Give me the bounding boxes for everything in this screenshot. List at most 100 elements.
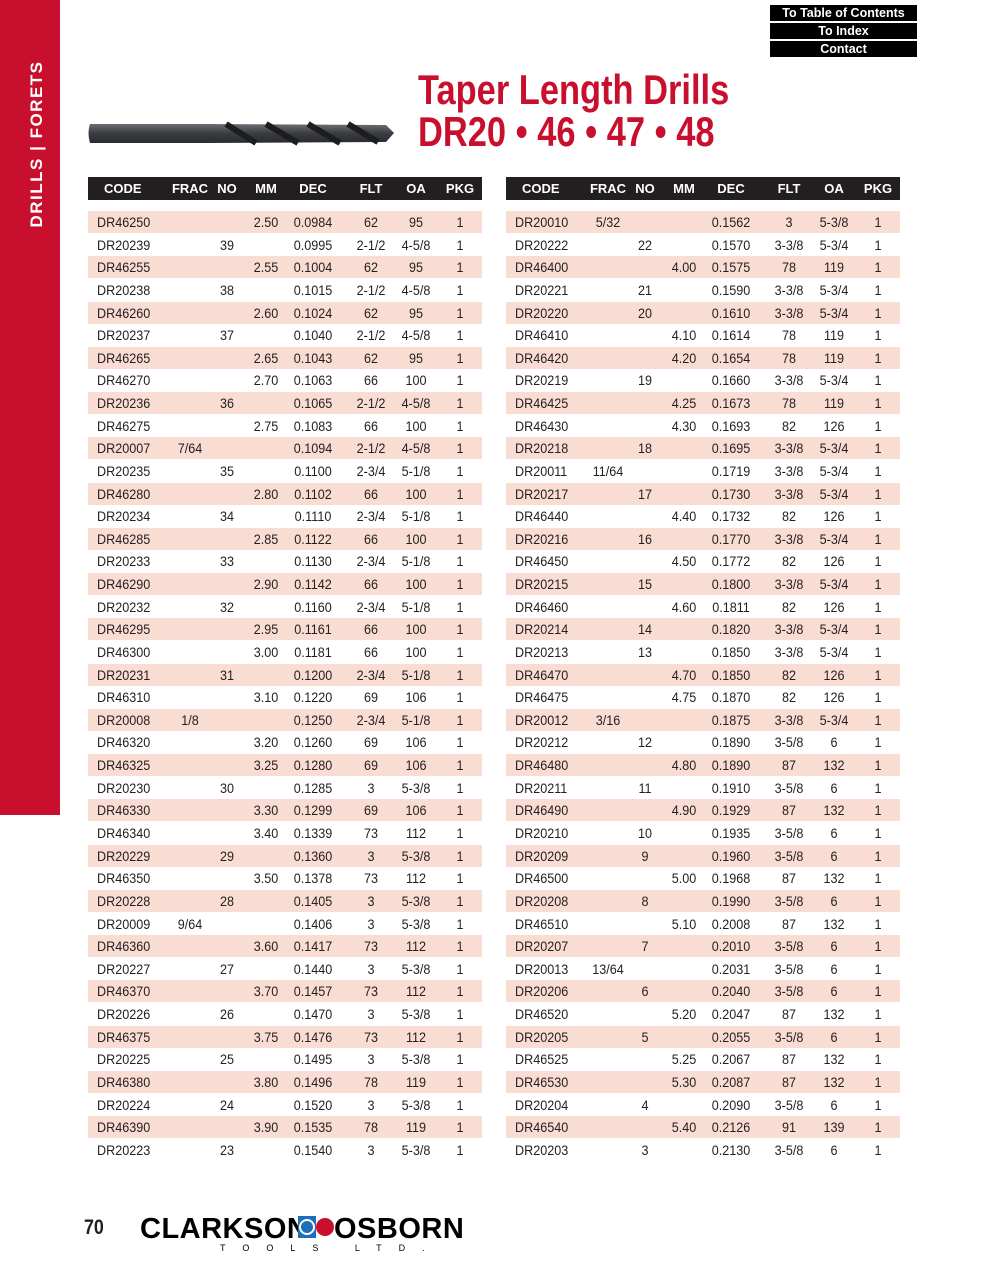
- cell-flt: 3-3/8: [774, 236, 804, 253]
- cell-dec: 0.2130: [711, 1141, 751, 1158]
- table-row: DR46330 3.30 0.1299 69 106 1: [88, 799, 482, 822]
- cell-flt: 78: [363, 1119, 379, 1136]
- cell-pkg: 1: [874, 666, 882, 683]
- table-row: DR20215 15 0.1800 3-3/8 5-3/4 1: [506, 573, 900, 596]
- table-row: DR46310 3.10 0.1220 69 106 1: [88, 686, 482, 708]
- table-row: DR46280 2.80 0.1102 66 100 1: [88, 482, 482, 505]
- cell-code: DR20007: [97, 440, 151, 457]
- table-row: DR46370 3.70 0.1457 73 112 1: [88, 980, 482, 1003]
- cell-mm: 2.75: [253, 417, 279, 434]
- cell-code: DR20227: [97, 960, 151, 977]
- cell-oa: 5-1/8: [401, 462, 431, 479]
- cell-no: 39: [219, 236, 235, 253]
- cell-mm: 4.80: [671, 757, 697, 774]
- cell-flt: 3: [367, 1141, 375, 1158]
- cell-mm: 3.40: [253, 825, 279, 841]
- cell-code: DR46425: [515, 395, 569, 412]
- cell-pkg: 1: [456, 1073, 464, 1090]
- table-row: DR20228 28 0.1405 3 5-3/8 1: [88, 889, 482, 912]
- cell-pkg: 1: [874, 915, 882, 932]
- cell-pkg: 1: [874, 689, 882, 706]
- cell-mm: 2.50: [253, 214, 279, 230]
- cell-dec: 0.1850: [711, 666, 751, 683]
- cell-code: DR46360: [97, 938, 151, 955]
- cell-flt: 3-3/8: [774, 621, 804, 638]
- cell-code: DR20204: [515, 1096, 569, 1113]
- cell-flt: 3-5/8: [774, 960, 804, 977]
- table-row: DR46400 4.00 0.1575 78 119 1: [506, 256, 900, 279]
- cell-mm: 5.30: [671, 1073, 697, 1090]
- cell-no: 34: [219, 508, 235, 525]
- column-header-no: NO: [635, 181, 655, 196]
- table-row: DR46500 5.00 0.1968 87 132 1: [506, 867, 900, 889]
- cell-pkg: 1: [456, 779, 464, 796]
- cell-dec: 0.1100: [294, 462, 332, 479]
- cell-flt: 3-5/8: [774, 938, 804, 955]
- cell-dec: 0.2031: [711, 960, 751, 977]
- cell-flt: 66: [363, 643, 379, 660]
- cell-pkg: 1: [456, 530, 464, 547]
- table-row: DR20238 38 0.1015 2-1/2 4-5/8 1: [88, 279, 482, 301]
- table-row: DR20230 30 0.1285 3 5-3/8 1: [88, 777, 482, 799]
- cell-oa: 5-3/8: [401, 960, 431, 977]
- index-link[interactable]: To Index: [770, 23, 917, 39]
- cell-code: DR20009: [97, 915, 151, 932]
- cell-dec: 0.1280: [293, 757, 333, 774]
- section-label: DRILLS | FORETS: [27, 60, 46, 228]
- cell-flt: 78: [363, 1073, 379, 1090]
- cell-dec: 0.0984: [293, 214, 333, 230]
- cell-pkg: 1: [874, 553, 882, 570]
- cell-oa: 6: [830, 1028, 838, 1045]
- cell-dec: 0.1730: [711, 485, 751, 502]
- cell-code: DR46390: [97, 1119, 151, 1136]
- cell-flt: 78: [781, 395, 797, 412]
- cell-pkg: 1: [456, 598, 464, 615]
- cell-pkg: 1: [456, 214, 464, 230]
- cell-dec: 0.1875: [711, 711, 751, 728]
- cell-oa: 5-1/8: [401, 553, 431, 570]
- cell-dec: 0.1732: [711, 508, 751, 525]
- cell-frac: 9/64: [177, 915, 203, 932]
- cell-flt: 73: [363, 1028, 379, 1045]
- cell-flt: 3-3/8: [774, 372, 804, 389]
- cell-dec: 0.1476: [293, 1028, 333, 1045]
- cell-oa: 126: [823, 417, 845, 434]
- table-header: CODE FRAC NO MM DEC FLT OA PKG: [506, 177, 900, 200]
- cell-code: DR46320: [97, 734, 151, 751]
- cell-mm: 3.70: [253, 983, 279, 1000]
- cell-pkg: 1: [456, 847, 464, 864]
- cell-oa: 95: [408, 214, 424, 230]
- cell-mm: 4.30: [671, 417, 697, 434]
- cell-oa: 126: [823, 689, 845, 706]
- cell-flt: 3-5/8: [774, 1141, 804, 1158]
- cell-code: DR20206: [515, 983, 569, 1000]
- table-of-contents-link[interactable]: To Table of Contents: [770, 5, 917, 21]
- column-header-dec: DEC: [717, 181, 745, 196]
- table-row: DR46410 4.10 0.1614 78 119 1: [506, 324, 900, 346]
- cell-pkg: 1: [456, 440, 464, 457]
- cell-no: 36: [219, 395, 235, 412]
- cell-mm: 2.55: [253, 259, 279, 276]
- cell-pkg: 1: [874, 508, 882, 525]
- cell-no: 24: [219, 1096, 235, 1113]
- table-row: DR46480 4.80 0.1890 87 132 1: [506, 754, 900, 777]
- column-header-mm: MM: [673, 181, 695, 196]
- cell-pkg: 1: [456, 1141, 464, 1158]
- cell-dec: 0.1339: [293, 825, 333, 841]
- cell-pkg: 1: [874, 259, 882, 276]
- cell-dec: 0.1496: [293, 1073, 333, 1090]
- table-row: DR46510 5.10 0.2008 87 132 1: [506, 913, 900, 935]
- cell-flt: 3-3/8: [774, 711, 804, 728]
- cell-oa: 112: [405, 870, 427, 887]
- contact-link[interactable]: Contact: [770, 41, 917, 57]
- cell-code: DR46370: [97, 983, 151, 1000]
- table-row: DR20222 22 0.1570 3-3/8 5-3/4 1: [506, 234, 900, 256]
- cell-pkg: 1: [874, 598, 882, 615]
- cell-flt: 66: [363, 621, 379, 638]
- cell-pkg: 1: [874, 938, 882, 955]
- cell-code: DR20216: [515, 530, 569, 547]
- cell-dec: 0.1094: [293, 440, 333, 457]
- cell-oa: 126: [823, 508, 845, 525]
- cell-flt: 69: [363, 757, 379, 774]
- table-row: DR20211 11 0.1910 3-5/8 6 1: [506, 777, 900, 799]
